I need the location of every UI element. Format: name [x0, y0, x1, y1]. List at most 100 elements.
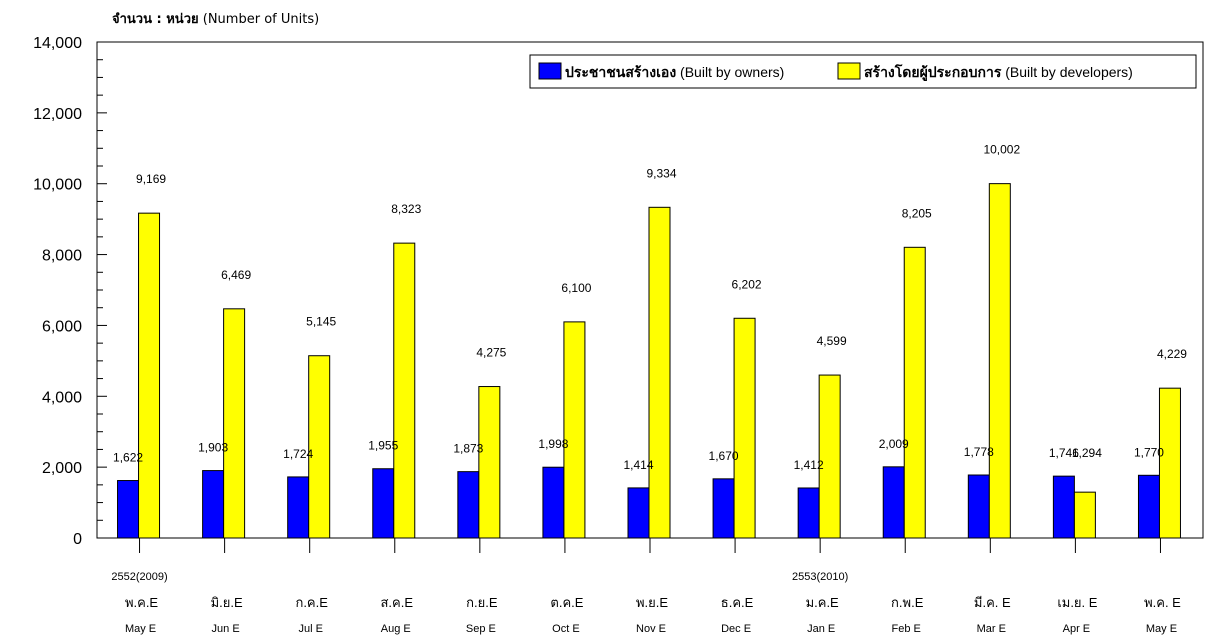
bar-labels: 1,622 9,169 1,903 6,469 1,724 5,145 1,955 8,323… — [113, 143, 1187, 472]
x-label-english: Aug E — [381, 623, 411, 635]
bar-built-by-owners — [712, 478, 735, 539]
x-label-thai: ก.พ.E — [891, 595, 924, 610]
x-label-english: Sep E — [466, 623, 496, 635]
x-label-english: May E — [125, 623, 156, 635]
y-tick-label: 10,000 — [33, 177, 82, 194]
x-label-thai: ต.ค.E — [550, 595, 583, 610]
legend-label-developers: สร้างโดยผู้ประกอบการ (Built by developer… — [864, 63, 1133, 81]
y-tick-label: 8,000 — [42, 248, 82, 265]
legend-swatch-owners — [538, 62, 562, 80]
value-label-developers: 8,205 — [902, 206, 932, 220]
x-label-english: Oct E — [552, 623, 580, 635]
value-label-owners: 1,414 — [623, 458, 653, 472]
bar-built-by-owners — [797, 487, 820, 539]
value-label-developers: 6,469 — [221, 268, 251, 282]
y-tick-label: 6,000 — [42, 318, 82, 335]
x-label-thai: ก.ย.E — [466, 595, 498, 610]
bar-built-by-developers — [478, 386, 501, 539]
bar-built-by-owners — [372, 468, 395, 539]
bar-built-by-developers — [648, 206, 671, 539]
value-label-developers: 1,294 — [1072, 446, 1102, 460]
bars — [117, 183, 1181, 539]
value-label-developers: 5,145 — [306, 315, 336, 329]
x-label-english: Mar E — [977, 623, 1006, 635]
x-label-thai: พ.ย.E — [636, 595, 668, 610]
y-tick-label: 14,000 — [33, 35, 82, 52]
value-label-developers: 9,169 — [136, 172, 166, 186]
value-label-developers: 9,334 — [646, 166, 676, 180]
value-label-owners: 2,009 — [879, 437, 909, 451]
legend-box — [529, 54, 1197, 89]
x-label-thai: ม.ค.E — [806, 595, 839, 610]
legend-label-english: (Built by owners) — [676, 64, 784, 80]
x-label-thai: เม.ย. E — [1057, 595, 1097, 610]
legend-label-owners: ประชาชนสร้างเอง (Built by owners) — [565, 64, 784, 81]
legend-label-thai: สร้างโดยผู้ประกอบการ — [864, 63, 1002, 81]
x-label-thai: ส.ค.E — [381, 595, 414, 610]
bar-built-by-owners — [882, 466, 905, 539]
x-label-english: Jan E — [807, 623, 835, 635]
x-axis-labels: พ.ค.E May E มิ.ย.E Jun E ก.ค.E Jul E ส.ค.E Aug … — [111, 571, 1181, 635]
value-label-developers: 10,002 — [983, 143, 1020, 157]
bar-built-by-developers — [1073, 491, 1096, 539]
legend-label-english: (Built by developers) — [1001, 64, 1133, 80]
bar-built-by-developers — [308, 355, 331, 539]
value-label-owners: 1,412 — [794, 458, 824, 472]
value-label-developers: 4,275 — [476, 346, 506, 360]
x-label-english: Dec E — [721, 623, 751, 635]
x-label-thai: มี.ค. E — [974, 595, 1011, 610]
legend-swatch-developers — [837, 62, 861, 80]
x-label-english: Jul E — [298, 623, 322, 635]
x-label-thai: มิ.ย.E — [211, 595, 243, 610]
bar-built-by-owners — [117, 480, 140, 539]
x-label-thai: พ.ค. E — [1144, 595, 1181, 610]
value-label-developers: 8,323 — [391, 202, 421, 216]
value-label-owners: 1,770 — [1134, 445, 1164, 459]
value-label-owners: 1,670 — [709, 449, 739, 463]
year-label: 2552(2009) — [111, 571, 167, 583]
y-tick-label: 12,000 — [33, 106, 82, 123]
y-tick-label: 4,000 — [42, 389, 82, 406]
x-label-english: Nov E — [636, 623, 666, 635]
bar-built-by-developers — [903, 246, 926, 539]
x-label-english: May E — [1146, 623, 1177, 635]
x-label-english: Feb E — [892, 623, 921, 635]
bar-built-by-developers — [223, 308, 246, 539]
value-label-owners: 1,622 — [113, 451, 143, 465]
legend: ประชาชนสร้างเอง (Built by owners) สร้างโด… — [529, 54, 1197, 89]
bar-built-by-owners — [542, 466, 565, 539]
bar-built-by-developers — [818, 374, 841, 539]
value-label-owners: 1,873 — [453, 442, 483, 456]
x-label-thai: ธ.ค.E — [721, 595, 754, 610]
value-label-owners: 1,998 — [538, 437, 568, 451]
y-axis-title-thai: จำนวน : หน่วย — [112, 12, 199, 27]
y-tick-label: 0 — [73, 531, 82, 548]
value-label-owners: 1,724 — [283, 447, 313, 461]
value-label-owners: 1,778 — [964, 445, 994, 459]
bar-built-by-owners — [202, 470, 225, 539]
bar-built-by-owners — [1052, 475, 1075, 539]
value-label-developers: 6,100 — [561, 281, 591, 295]
bar-built-by-developers — [563, 321, 586, 539]
bar-built-by-developers — [1158, 387, 1181, 539]
legend-label-thai: ประชาชนสร้างเอง — [565, 65, 676, 81]
x-label-thai: ก.ค.E — [295, 595, 328, 610]
bar-built-by-developers — [393, 242, 416, 539]
bar-built-by-owners — [967, 474, 990, 539]
bar-built-by-owners — [1137, 474, 1160, 539]
bar-built-by-developers — [138, 212, 161, 539]
y-axis-title-english: (Number of Units) — [202, 12, 320, 27]
value-label-owners: 1,903 — [198, 441, 228, 455]
value-label-developers: 4,599 — [817, 334, 847, 348]
y-tick-label: 2,000 — [42, 460, 82, 477]
value-label-owners: 1,746 — [1049, 446, 1079, 460]
bar-built-by-owners — [457, 471, 480, 539]
bar-built-by-owners — [287, 476, 310, 539]
year-label: 2553(2010) — [792, 571, 848, 583]
x-label-english: Jun E — [212, 623, 240, 635]
x-label-thai: พ.ค.E — [125, 595, 158, 610]
bar-built-by-developers — [988, 183, 1011, 539]
x-label-english: Apr E — [1063, 623, 1091, 635]
value-label-developers: 4,229 — [1157, 347, 1187, 361]
